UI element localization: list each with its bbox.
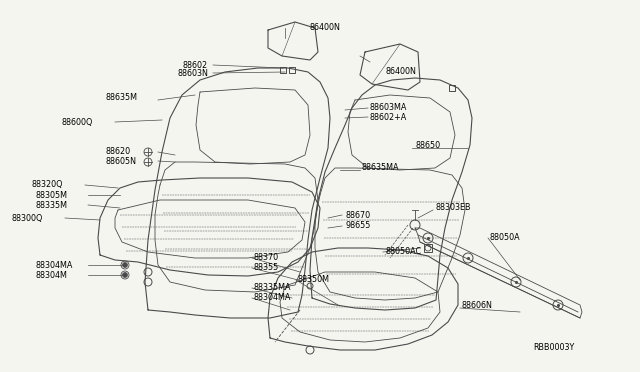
Text: 88635M: 88635M (105, 93, 137, 102)
Bar (280, 67, 286, 73)
Text: 98655: 98655 (345, 221, 371, 231)
Text: 88605N: 88605N (105, 157, 136, 166)
Text: 88600Q: 88600Q (62, 118, 93, 126)
Text: 88305M: 88305M (36, 190, 68, 199)
Bar (289, 67, 295, 73)
Text: 88050AC: 88050AC (385, 247, 421, 257)
Text: 88370: 88370 (254, 253, 279, 263)
Text: 88603N: 88603N (177, 68, 208, 77)
Text: 86400N: 86400N (310, 23, 341, 32)
Text: 88304M: 88304M (36, 270, 68, 279)
Text: 88355: 88355 (254, 263, 279, 273)
Text: RBB0003Y: RBB0003Y (533, 343, 574, 353)
Text: 88050A: 88050A (490, 234, 520, 243)
Text: 88304MA: 88304MA (254, 294, 291, 302)
Text: 86400N: 86400N (385, 67, 416, 77)
Text: 88603MA: 88603MA (370, 103, 408, 112)
Text: 88602+A: 88602+A (370, 112, 407, 122)
Bar (449, 85, 455, 91)
Text: 88602: 88602 (183, 61, 208, 70)
Text: 88335M: 88335M (36, 201, 68, 209)
Circle shape (122, 273, 127, 278)
Text: 88304MA: 88304MA (36, 260, 74, 269)
Text: 88350M: 88350M (298, 276, 330, 285)
Text: 88300Q: 88300Q (12, 214, 44, 222)
Text: 88635MA: 88635MA (362, 164, 399, 173)
Text: 88320Q: 88320Q (32, 180, 63, 189)
Text: 88620: 88620 (105, 148, 130, 157)
Circle shape (122, 263, 127, 267)
Text: 88303EB: 88303EB (435, 203, 470, 212)
Text: 88670: 88670 (345, 211, 370, 219)
Text: 88606N: 88606N (462, 301, 493, 310)
Bar (424, 244, 432, 252)
Text: 88650: 88650 (415, 141, 440, 150)
Text: 88335MA: 88335MA (254, 283, 291, 292)
